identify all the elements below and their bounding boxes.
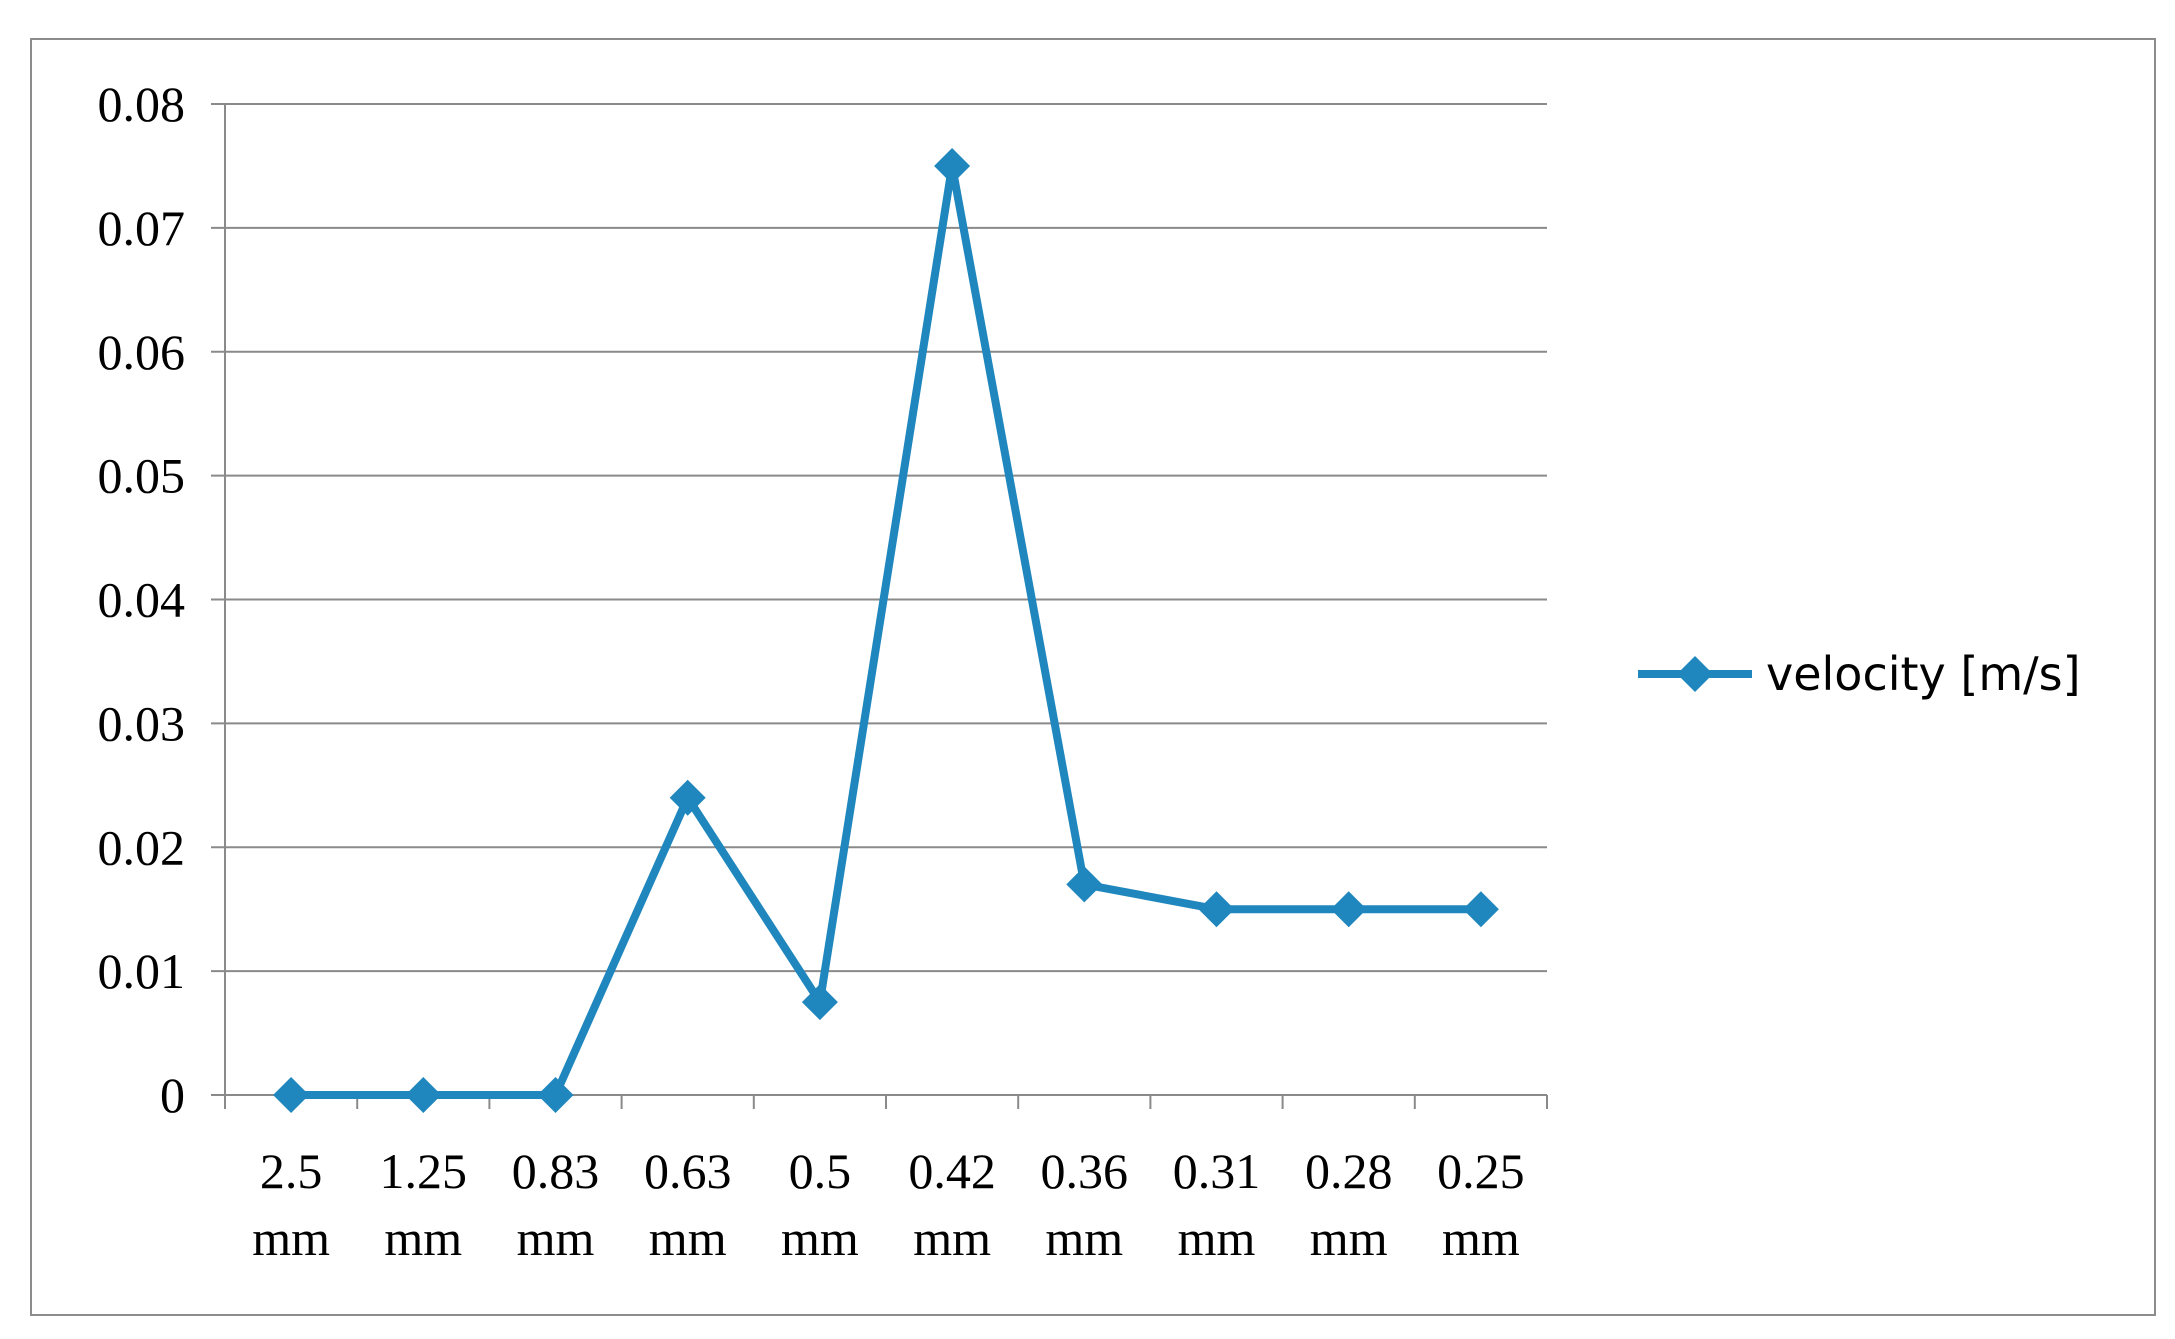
data-point-marker bbox=[934, 147, 971, 184]
x-tick-label: 0.25 mm bbox=[1437, 1143, 1525, 1266]
y-tick-label: 0.05 bbox=[98, 448, 186, 504]
x-tick-label: 0.36 mm bbox=[1041, 1143, 1129, 1266]
data-point-marker bbox=[1198, 891, 1235, 928]
x-tick-label: 0.31 mm bbox=[1173, 1143, 1261, 1266]
y-tick-label: 0.04 bbox=[98, 572, 186, 628]
data-point-marker bbox=[537, 1077, 574, 1113]
data-point-marker bbox=[273, 1077, 310, 1113]
data-point-marker bbox=[405, 1077, 442, 1113]
data-point-marker bbox=[1330, 891, 1367, 928]
y-tick-label: 0 bbox=[160, 1067, 185, 1123]
data-point-marker bbox=[1462, 891, 1499, 928]
x-tick-label: 0.42 mm bbox=[908, 1143, 996, 1266]
y-axis-tick-labels: 0 0.01 0.02 0.03 0.04 0.05 0.06 0.07 0.08 bbox=[98, 76, 186, 1123]
chart-frame bbox=[30, 38, 2156, 1316]
series-velocity bbox=[273, 147, 1499, 1113]
x-axis-tick-labels: 2.5 mm 1.25 mm 0.83 mm 0.63 mm 0.5 mm 0.42 mm 0.36 mm… bbox=[252, 1143, 1524, 1266]
y-tick-label: 0.06 bbox=[98, 324, 186, 380]
y-tick-label: 0.01 bbox=[98, 943, 186, 999]
legend-label: velocity [m/s] bbox=[1766, 647, 2081, 701]
data-point-marker bbox=[801, 984, 838, 1021]
y-tick-label: 0.07 bbox=[98, 200, 186, 256]
y-tick-label: 0.03 bbox=[98, 695, 186, 751]
data-point-marker bbox=[1066, 866, 1103, 903]
x-tick-label: 0.83 mm bbox=[512, 1143, 600, 1266]
legend: velocity [m/s] bbox=[1638, 647, 2081, 701]
gridlines bbox=[225, 103, 1547, 973]
series-line bbox=[287, 161, 1485, 1099]
legend-diamond-icon bbox=[1677, 656, 1713, 692]
data-point-marker bbox=[669, 779, 706, 816]
x-tick-label: 0.63 mm bbox=[644, 1143, 732, 1266]
x-tick-label: 0.28 mm bbox=[1305, 1143, 1393, 1266]
x-tick-label: 1.25 mm bbox=[380, 1143, 468, 1266]
x-tick-label: 2.5 mm bbox=[252, 1143, 330, 1266]
y-tick-label: 0.08 bbox=[98, 76, 186, 132]
x-tick-label: 0.5 mm bbox=[781, 1143, 859, 1266]
y-tick-label: 0.02 bbox=[98, 819, 186, 875]
